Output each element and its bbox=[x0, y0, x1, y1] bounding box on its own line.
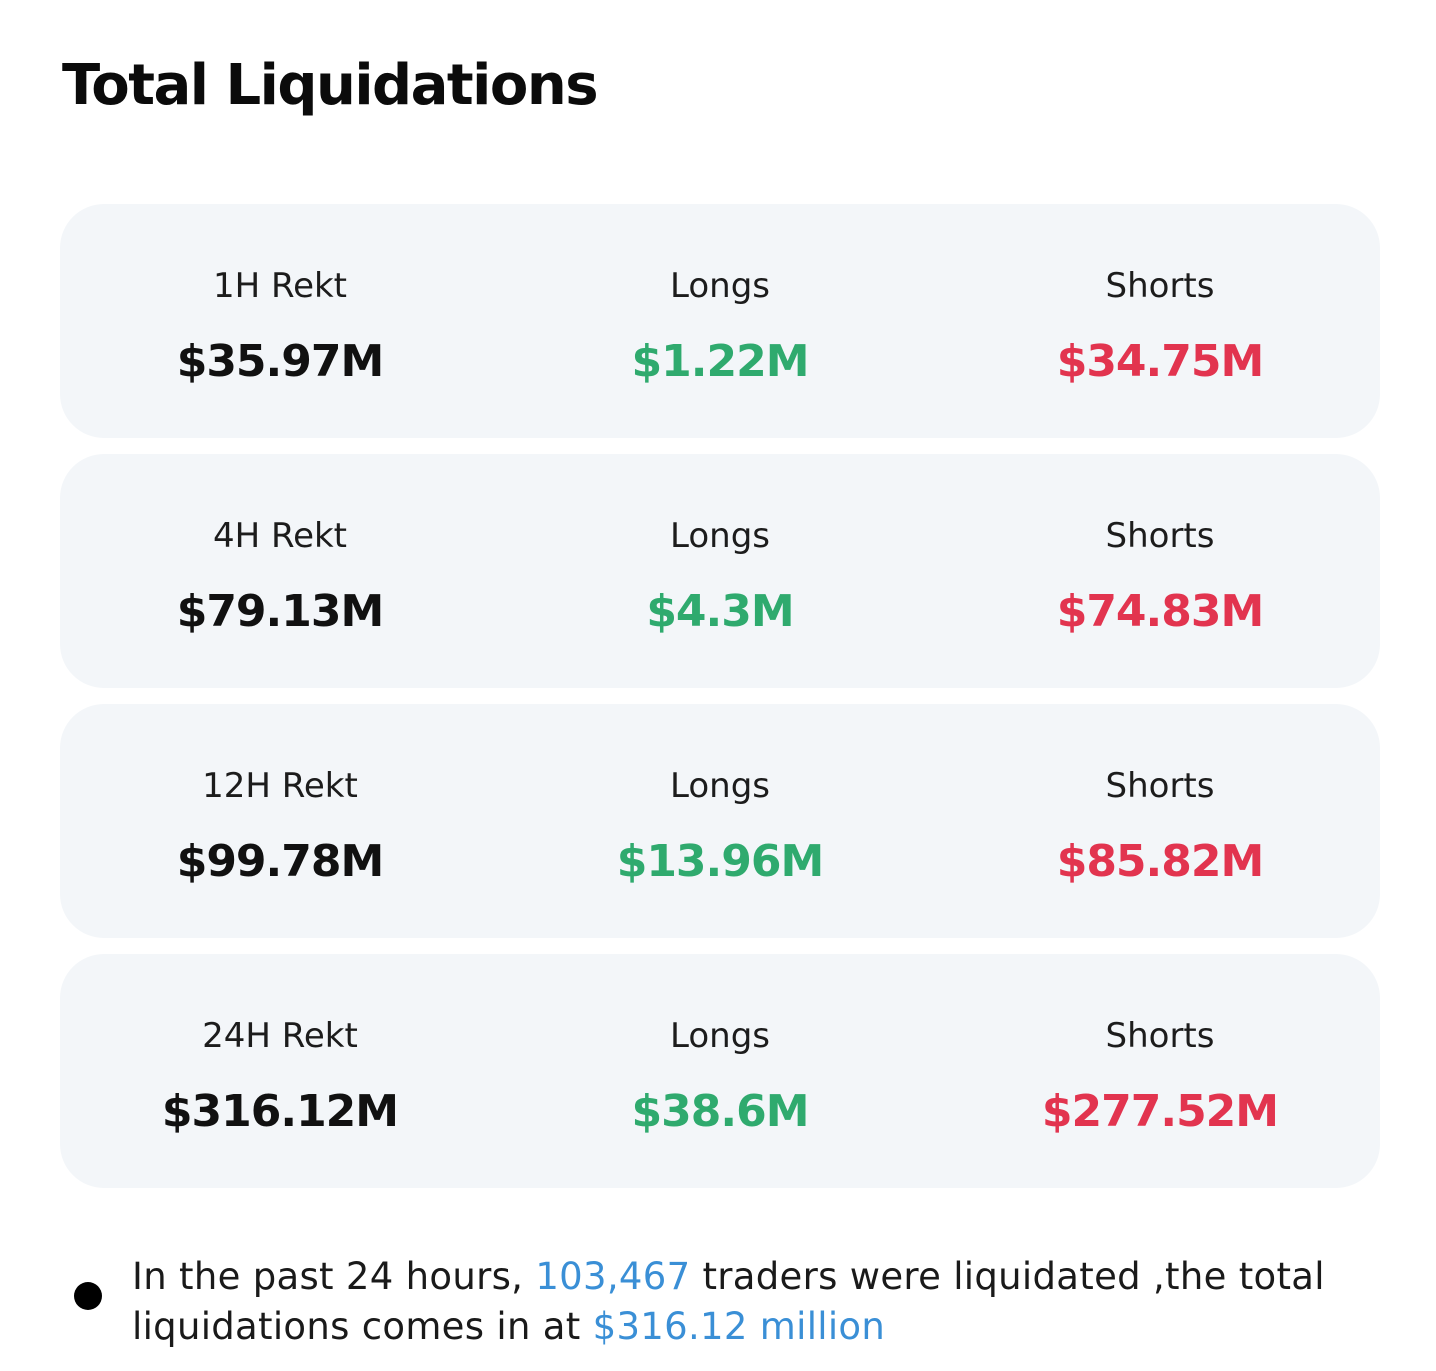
page-title: Total Liquidations bbox=[62, 53, 599, 118]
liquidation-cards: 1H Rekt $35.97M Longs $1.22M Shorts $34.… bbox=[60, 204, 1380, 1204]
shorts-label: Shorts bbox=[1105, 766, 1215, 806]
longs-label: Longs bbox=[670, 516, 770, 556]
longs-column: Longs $38.6M bbox=[500, 954, 940, 1188]
card-1h: 1H Rekt $35.97M Longs $1.22M Shorts $34.… bbox=[60, 204, 1380, 438]
longs-value: $4.3M bbox=[646, 586, 794, 637]
shorts-column: Shorts $34.75M bbox=[940, 204, 1380, 438]
shorts-value: $85.82M bbox=[1056, 836, 1265, 887]
period-label: 4H Rekt bbox=[212, 516, 348, 556]
longs-column: Longs $4.3M bbox=[500, 454, 940, 688]
longs-label: Longs bbox=[670, 266, 770, 306]
longs-label: Longs bbox=[670, 1016, 770, 1056]
shorts-value: $74.83M bbox=[1056, 586, 1265, 637]
longs-value: $13.96M bbox=[616, 836, 825, 887]
shorts-value: $34.75M bbox=[1056, 336, 1265, 387]
card-12h: 12H Rekt $99.78M Longs $13.96M Shorts $8… bbox=[60, 704, 1380, 938]
period-label: 1H Rekt bbox=[212, 266, 348, 306]
shorts-column: Shorts $85.82M bbox=[940, 704, 1380, 938]
period-label: 12H Rekt bbox=[202, 766, 358, 806]
shorts-label: Shorts bbox=[1105, 1016, 1215, 1056]
longs-value: $38.6M bbox=[631, 1086, 810, 1137]
shorts-column: Shorts $277.52M bbox=[940, 954, 1380, 1188]
total-column: 4H Rekt $79.13M bbox=[60, 454, 500, 688]
traders-count: 103,467 bbox=[535, 1255, 691, 1298]
bullet-icon bbox=[74, 1282, 102, 1310]
total-value: $79.13M bbox=[176, 586, 385, 637]
total-column: 24H Rekt $316.12M bbox=[60, 954, 500, 1188]
summary-part-2: traders were liquidated ,the total liqui… bbox=[132, 1255, 1325, 1348]
shorts-label: Shorts bbox=[1105, 516, 1215, 556]
longs-column: Longs $13.96M bbox=[500, 704, 940, 938]
summary-part-1: In the past 24 hours, bbox=[132, 1255, 536, 1298]
period-label: 24H Rekt bbox=[202, 1016, 358, 1056]
total-value: $99.78M bbox=[176, 836, 385, 887]
summary-text: In the past 24 hours, 103,467 traders we… bbox=[132, 1252, 1372, 1352]
total-amount: $316.12 million bbox=[592, 1305, 886, 1348]
shorts-value: $277.52M bbox=[1041, 1086, 1279, 1137]
total-value: $35.97M bbox=[176, 336, 385, 387]
longs-value: $1.22M bbox=[631, 336, 810, 387]
card-4h: 4H Rekt $79.13M Longs $4.3M Shorts $74.8… bbox=[60, 454, 1380, 688]
shorts-label: Shorts bbox=[1105, 266, 1215, 306]
total-column: 1H Rekt $35.97M bbox=[60, 204, 500, 438]
longs-label: Longs bbox=[670, 766, 770, 806]
card-24h: 24H Rekt $316.12M Longs $38.6M Shorts $2… bbox=[60, 954, 1380, 1188]
shorts-column: Shorts $74.83M bbox=[940, 454, 1380, 688]
total-value: $316.12M bbox=[161, 1086, 399, 1137]
total-column: 12H Rekt $99.78M bbox=[60, 704, 500, 938]
longs-column: Longs $1.22M bbox=[500, 204, 940, 438]
